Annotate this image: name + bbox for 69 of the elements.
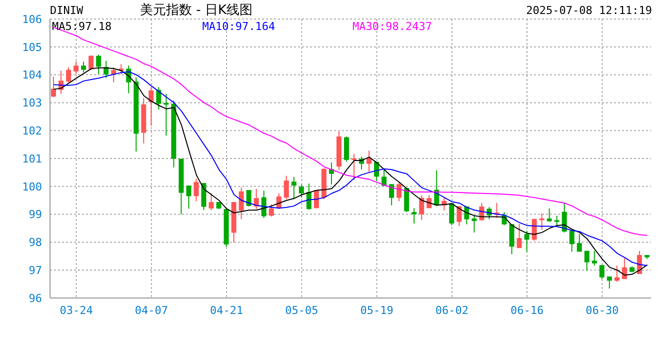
chart-title: 美元指数 - 日K线图 <box>140 2 252 19</box>
y-tick-label: 103 <box>22 96 42 110</box>
y-tick-label: 96 <box>28 292 42 305</box>
y-tick-label: 99 <box>28 208 42 222</box>
candlestick <box>81 61 86 73</box>
candlestick <box>389 184 394 206</box>
candlestick <box>592 250 597 266</box>
candlestick <box>412 208 417 224</box>
candlestick <box>291 176 296 200</box>
candlestick <box>516 224 522 249</box>
candlestick <box>569 230 574 252</box>
y-tick-label: 102 <box>22 124 42 138</box>
candlestick <box>74 60 79 74</box>
candlestick <box>419 195 424 221</box>
candlestick <box>449 202 454 226</box>
x-tick-label: 03-24 <box>60 304 94 317</box>
candlestick <box>614 265 620 282</box>
chart-subtitle: DINIW <box>50 4 84 17</box>
candlestick <box>456 206 462 227</box>
candlestick <box>404 187 410 213</box>
candlestick <box>509 224 514 255</box>
candlestick <box>268 204 274 218</box>
candlestick <box>201 182 206 211</box>
candlestick <box>66 66 72 83</box>
candlestick <box>238 187 244 220</box>
y-tick-label: 97 <box>28 264 42 278</box>
candlestick <box>599 264 604 280</box>
candlestick <box>344 136 349 162</box>
text: MA30:98.2437 <box>352 20 433 33</box>
candlestick <box>539 212 544 230</box>
candlestick <box>298 184 304 198</box>
candlestick <box>284 175 289 200</box>
candlestick <box>352 154 356 180</box>
y-tick-label: 106 <box>22 12 42 26</box>
candlestick <box>51 76 56 98</box>
y-tick-label: 98 <box>28 236 42 250</box>
candlestick <box>186 185 192 210</box>
candlestick <box>366 150 372 172</box>
candlestick <box>88 54 94 71</box>
candlestick <box>472 214 477 233</box>
candlestick <box>584 250 590 272</box>
candlestick <box>246 190 252 207</box>
candlestick <box>164 93 169 136</box>
candlestick <box>194 178 199 202</box>
y-tick-label: 104 <box>22 68 42 82</box>
candlestick <box>554 215 560 226</box>
candlestick <box>382 168 387 186</box>
candlestick <box>606 276 612 290</box>
x-tick-label: 05-19 <box>360 304 394 317</box>
y-tick-label: 100 <box>22 180 42 194</box>
candlestick <box>156 86 162 110</box>
candlestick <box>208 192 214 211</box>
candlestick <box>111 66 116 83</box>
y-tick-label: 105 <box>22 40 42 54</box>
x-tick-label: 05-05 <box>285 304 318 317</box>
text: MA5:97.18 <box>52 20 113 33</box>
x-tick-label: 06-30 <box>586 304 619 317</box>
candlestick <box>524 230 530 252</box>
x-tick-label: 06-02 <box>435 304 468 317</box>
text: MA10:97.164 <box>202 20 276 33</box>
x-tick-label: 04-07 <box>134 304 168 317</box>
candlestick <box>396 182 402 202</box>
candlestick <box>576 234 582 252</box>
text: 2025-07-08 12:11:19 <box>526 4 652 17</box>
candlestick <box>96 54 102 74</box>
x-tick-label: 04-21 <box>210 304 244 317</box>
y-tick-label: 101 <box>22 152 42 166</box>
candlestick <box>546 208 552 222</box>
x-tick-label: 06-16 <box>510 304 544 317</box>
